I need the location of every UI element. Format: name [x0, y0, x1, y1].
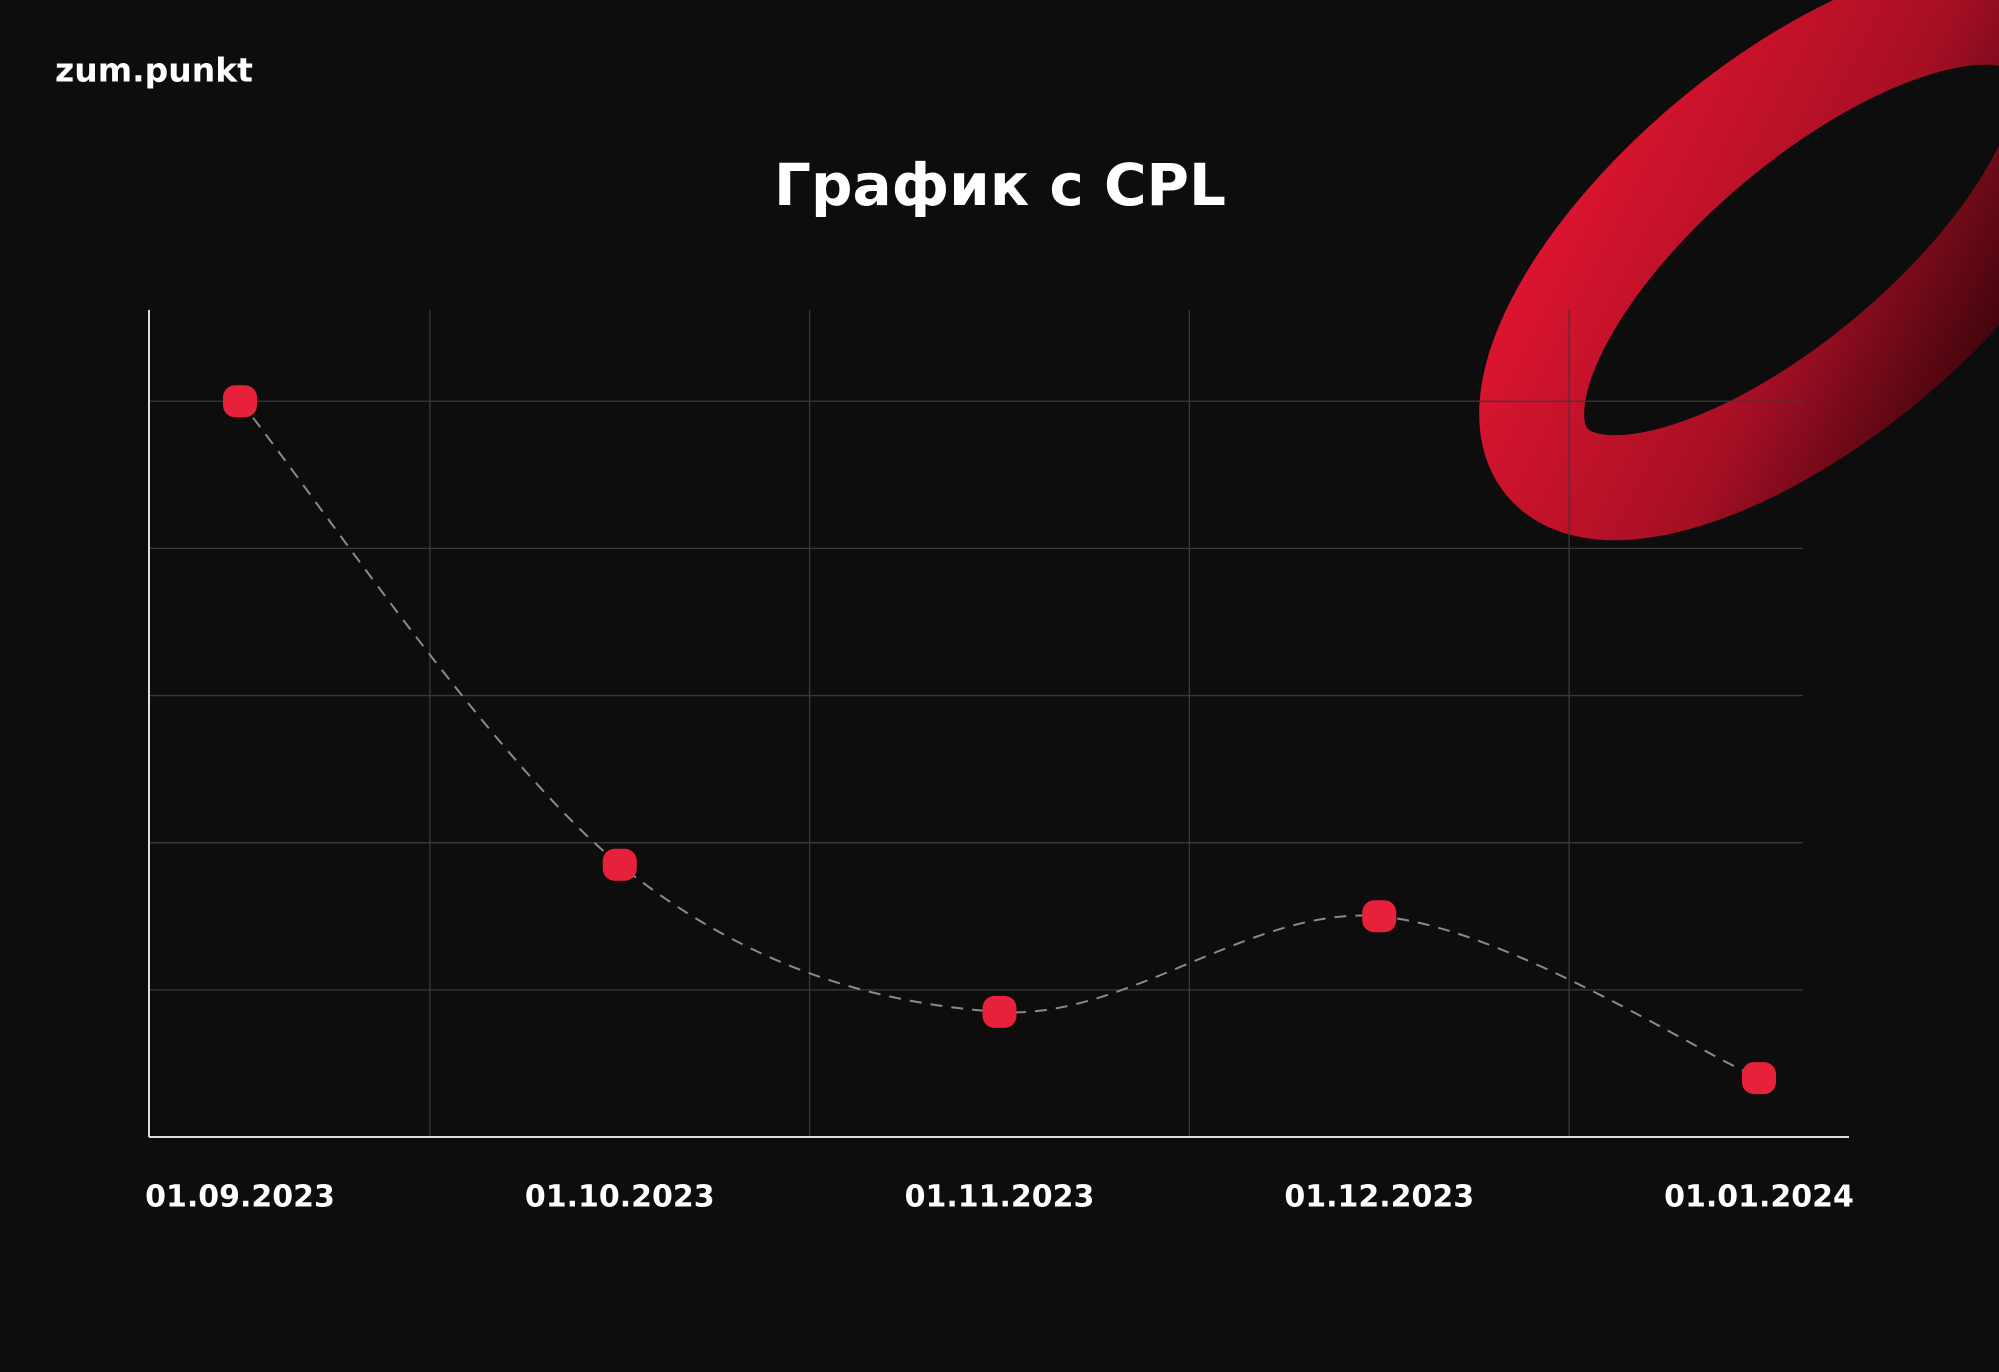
- x-tick-label: 01.11.2023: [905, 1180, 1095, 1215]
- decorative-ring: [1479, 0, 1999, 541]
- brand: zum.punkt: [55, 51, 253, 90]
- point: [1362, 900, 1397, 933]
- point: [223, 385, 257, 418]
- line: [239, 400, 1760, 1080]
- x-tick-label: 01.12.2023: [1284, 1180, 1474, 1215]
- point: [602, 848, 637, 881]
- plot: 01.09.2023 01.10.2023 01.11.2023 01.12.2023…: [145, 310, 1854, 1215]
- x-tick-label: 01.10.2023: [525, 1180, 715, 1215]
- x-tick-label: 01.01.2024: [1664, 1180, 1854, 1215]
- chart-title: График с CPL: [774, 151, 1226, 219]
- point: [1742, 1062, 1776, 1095]
- point: [982, 995, 1017, 1028]
- x-tick-label: 01.09.2023: [145, 1180, 335, 1215]
